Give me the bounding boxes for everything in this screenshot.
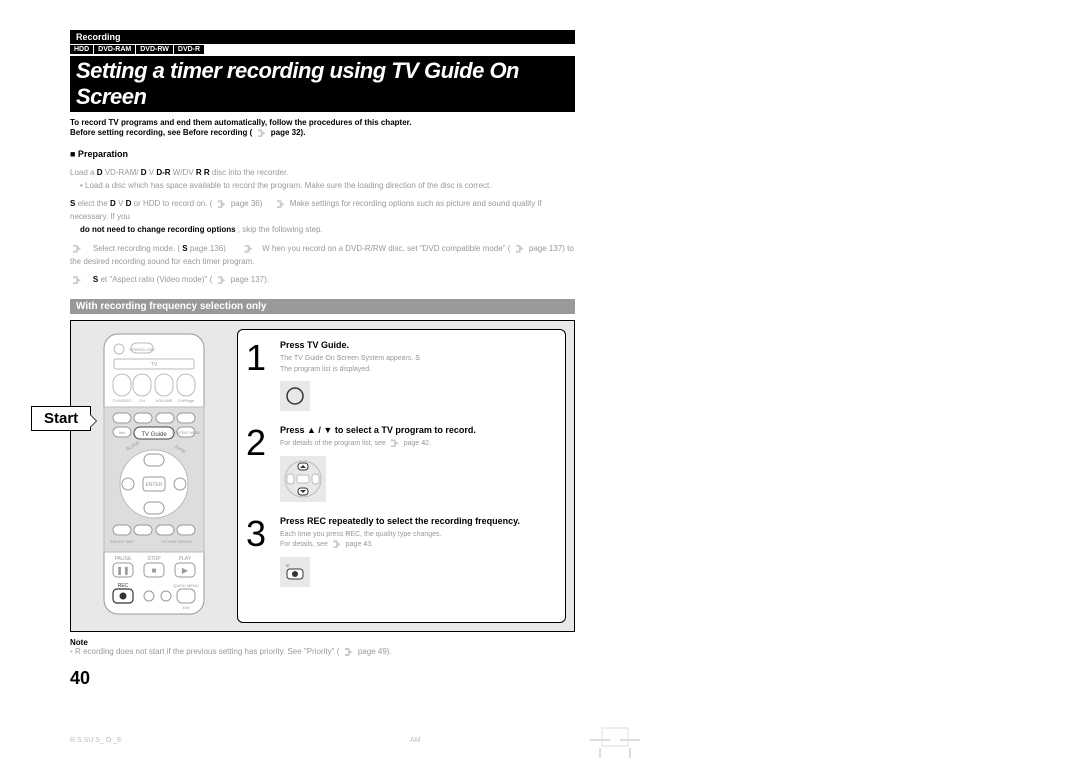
- step-number: 1: [246, 340, 272, 411]
- page-title: Setting a timer recording using TV Guide…: [70, 56, 575, 112]
- step-title: Press REC repeatedly to select the recor…: [280, 516, 557, 526]
- svg-text:Exit: Exit: [183, 605, 191, 610]
- arrow-icon: [258, 129, 266, 137]
- media-type-row: HDD DVD-RAM DVD-RW DVD-R: [70, 45, 575, 54]
- svg-text:INSTANT SKIP: INSTANT SKIP: [110, 540, 134, 544]
- steps-panel: Start OPEN/CLOSE TV TV/VIDEO CH VOLUME C…: [70, 320, 575, 632]
- intro-text: To record TV programs and end them autom…: [70, 118, 575, 139]
- svg-text:Info: Info: [119, 430, 126, 435]
- svg-text:OPEN/CLOSE: OPEN/CLOSE: [129, 347, 155, 352]
- arrow-icon: [244, 245, 252, 253]
- step-title: Press TV Guide.: [280, 340, 557, 350]
- svg-text:■: ■: [152, 566, 157, 575]
- step-number: 3: [246, 516, 272, 587]
- arrow-icon: [391, 439, 399, 447]
- svg-text:CH/Page: CH/Page: [178, 398, 195, 403]
- svg-text:ENTER: ENTER: [146, 482, 163, 488]
- arrow-icon: [73, 245, 81, 253]
- intro-l2b: page 32).: [271, 128, 306, 137]
- footer-time: AM: [410, 737, 421, 744]
- svg-text:IE: IE: [286, 563, 290, 568]
- note-block: Note • R ecording does not start if the …: [70, 638, 575, 656]
- svg-text:PICTURE SEARCH: PICTURE SEARCH: [162, 540, 193, 544]
- svg-text:▶: ▶: [182, 566, 189, 575]
- section-header: Recording: [70, 30, 575, 44]
- media-dvdr: DVD-R: [174, 45, 204, 54]
- svg-text:CONTENT MENU: CONTENT MENU: [172, 431, 201, 435]
- svg-text:PLAY: PLAY: [179, 556, 192, 562]
- svg-text:QUICK MENU: QUICK MENU: [173, 583, 199, 588]
- arrow-icon: [218, 276, 226, 284]
- arrow-icon: [333, 540, 341, 548]
- remote-column: Start OPEN/CLOSE TV TV/VIDEO CH VOLUME C…: [71, 321, 237, 631]
- arrow-icon: [516, 245, 524, 253]
- steps-list: 1 Press TV Guide. The TV Guide On Screen…: [237, 329, 566, 623]
- rec-button-icon: IE: [280, 557, 310, 587]
- media-dvdram: DVD-RAM: [94, 45, 135, 54]
- media-hdd: HDD: [70, 45, 93, 54]
- svg-text:STOP: STOP: [147, 556, 161, 562]
- step-number: 2: [246, 425, 272, 502]
- media-dvdrw: DVD-RW: [136, 45, 173, 54]
- step-title: Press ▲ / ▼ to select a TV program to re…: [280, 425, 557, 435]
- step-1: 1 Press TV Guide. The TV Guide On Screen…: [246, 340, 557, 411]
- step-3: 3 Press REC repeatedly to select the rec…: [246, 516, 557, 587]
- dpad-icon: [280, 456, 326, 502]
- intro-l1: To record TV programs and end them autom…: [70, 118, 412, 127]
- preparation-label: ■ Preparation: [70, 149, 575, 159]
- step-2: 2 Press ▲ / ▼ to select a TV program to …: [246, 425, 557, 502]
- start-bubble: Start: [31, 406, 91, 431]
- tv-guide-icon: [280, 381, 310, 411]
- subsection-header: With recording frequency selection only: [70, 299, 575, 314]
- arrow-icon: [277, 200, 285, 208]
- manual-page: Recording HDD DVD-RAM DVD-RW DVD-R Setti…: [70, 30, 575, 689]
- svg-text:❚❚: ❚❚: [116, 566, 129, 575]
- arrow-icon: [73, 276, 81, 284]
- crop-marks: [590, 718, 650, 758]
- svg-text:TV/VIDEO: TV/VIDEO: [113, 398, 132, 403]
- svg-text:TV: TV: [151, 362, 158, 368]
- arrow-icon: [345, 648, 353, 656]
- svg-text:CH: CH: [139, 398, 145, 403]
- preparation-body: Load a D VD-RAM/ D V D-R W/DV R R disc i…: [70, 167, 575, 287]
- arrow-icon: [218, 200, 226, 208]
- svg-text:TV Guide: TV Guide: [141, 432, 167, 438]
- svg-text:PAUSE: PAUSE: [115, 556, 132, 562]
- svg-text:VOLUME: VOLUME: [156, 398, 173, 403]
- footer-code: R S SU S_ O _E: [70, 737, 122, 744]
- page-number: 40: [70, 668, 575, 689]
- svg-text:REC: REC: [118, 583, 129, 589]
- intro-l2: Before setting recording, see Before rec…: [70, 128, 252, 137]
- remote-illustration: OPEN/CLOSE TV TV/VIDEO CH VOLUME CH/Page: [99, 329, 209, 619]
